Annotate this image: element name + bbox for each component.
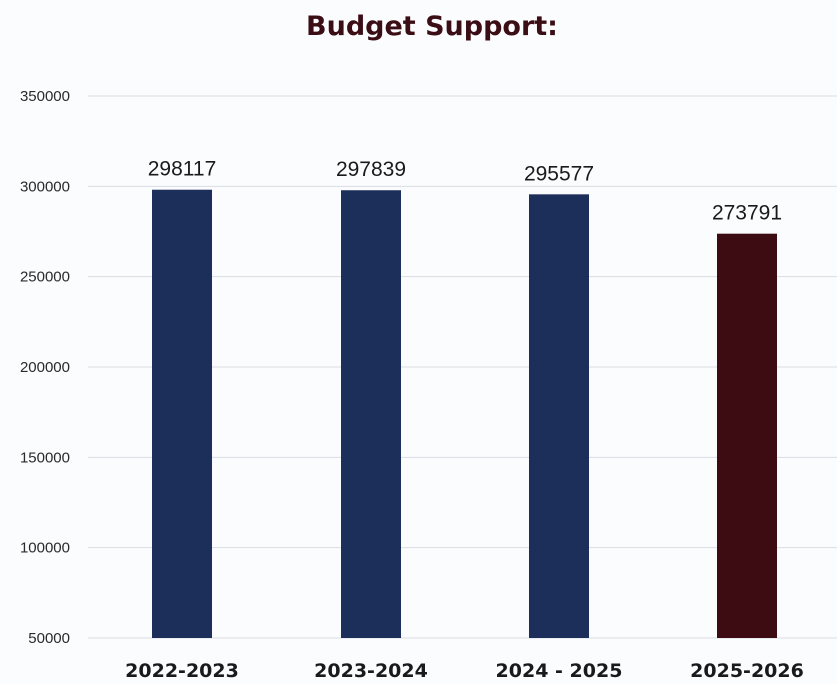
bars — [152, 189, 777, 638]
y-tick-label: 350000 — [20, 88, 70, 105]
data-label: 295577 — [524, 162, 594, 185]
y-tick-label: 200000 — [20, 359, 70, 376]
y-tick-label: 250000 — [20, 269, 70, 286]
y-tick-label: 300000 — [20, 178, 70, 195]
y-tick-label: 100000 — [20, 540, 70, 557]
x-axis-ticks: 2022-2023 2023-2024 2024 - 2025 2025-2026 — [125, 660, 804, 682]
bar — [717, 233, 777, 638]
x-tick-label: 2023-2024 — [314, 660, 428, 682]
data-label: 297839 — [336, 158, 406, 181]
bar — [341, 190, 401, 638]
y-tick-label: 50000 — [28, 630, 70, 647]
gridlines — [88, 95, 837, 639]
data-label: 273791 — [712, 202, 782, 225]
y-axis-ticks: 50000 100000 150000 200000 250000 300000 35000… — [20, 88, 70, 647]
x-tick-label: 2022-2023 — [125, 660, 239, 682]
data-label: 298117 — [148, 158, 217, 181]
bar — [529, 194, 589, 638]
x-tick-label: 2025-2026 — [690, 660, 804, 682]
y-tick-label: 150000 — [20, 449, 70, 466]
bar — [152, 189, 212, 638]
data-labels: 298117 297839 295577 273791 — [148, 158, 782, 225]
chart-title: Budget Support: — [306, 11, 558, 42]
x-tick-label: 2024 - 2025 — [496, 660, 623, 682]
